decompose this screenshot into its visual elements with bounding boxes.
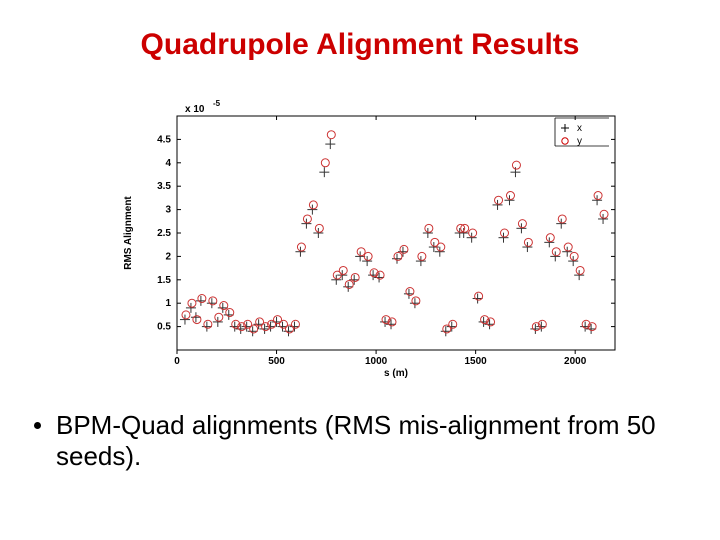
svg-text:3: 3 <box>165 205 171 216</box>
svg-text:RMS Alignment: RMS Alignment <box>123 196 134 270</box>
svg-text:500: 500 <box>268 356 285 367</box>
svg-text:0.5: 0.5 <box>157 322 171 333</box>
bullet-dot-icon <box>34 422 41 429</box>
svg-text:2: 2 <box>165 251 171 262</box>
svg-text:4.5: 4.5 <box>157 134 171 145</box>
svg-text:4: 4 <box>165 158 171 169</box>
svg-text:0: 0 <box>174 356 180 367</box>
chart-svg: 0 500 1000 1500 2000 0.5 1 1.5 2 2.5 3 3.5 4 4.5 x 10-… <box>115 98 627 378</box>
svg-text:1: 1 <box>165 298 171 309</box>
svg-text:2000: 2000 <box>564 356 587 367</box>
svg-text:-5: -5 <box>213 99 221 108</box>
svg-text:2.5: 2.5 <box>157 228 171 239</box>
svg-text:y: y <box>577 136 582 147</box>
page-title: Quadrupole Alignment Results <box>0 28 720 62</box>
svg-text:x 10: x 10 <box>185 104 205 115</box>
svg-text:1000: 1000 <box>365 356 388 367</box>
svg-text:1500: 1500 <box>465 356 488 367</box>
svg-text:s (m): s (m) <box>384 368 408 378</box>
bullet-item: BPM-Quad alignments (RMS mis-alignment f… <box>56 410 656 472</box>
alignment-chart: 0 500 1000 1500 2000 0.5 1 1.5 2 2.5 3 3.5 4 4.5 x 10-… <box>115 98 627 378</box>
svg-text:3.5: 3.5 <box>157 181 171 192</box>
bullet-text: BPM-Quad alignments (RMS mis-alignment f… <box>56 410 656 471</box>
svg-text:1.5: 1.5 <box>157 275 171 286</box>
svg-text:x: x <box>577 123 582 134</box>
